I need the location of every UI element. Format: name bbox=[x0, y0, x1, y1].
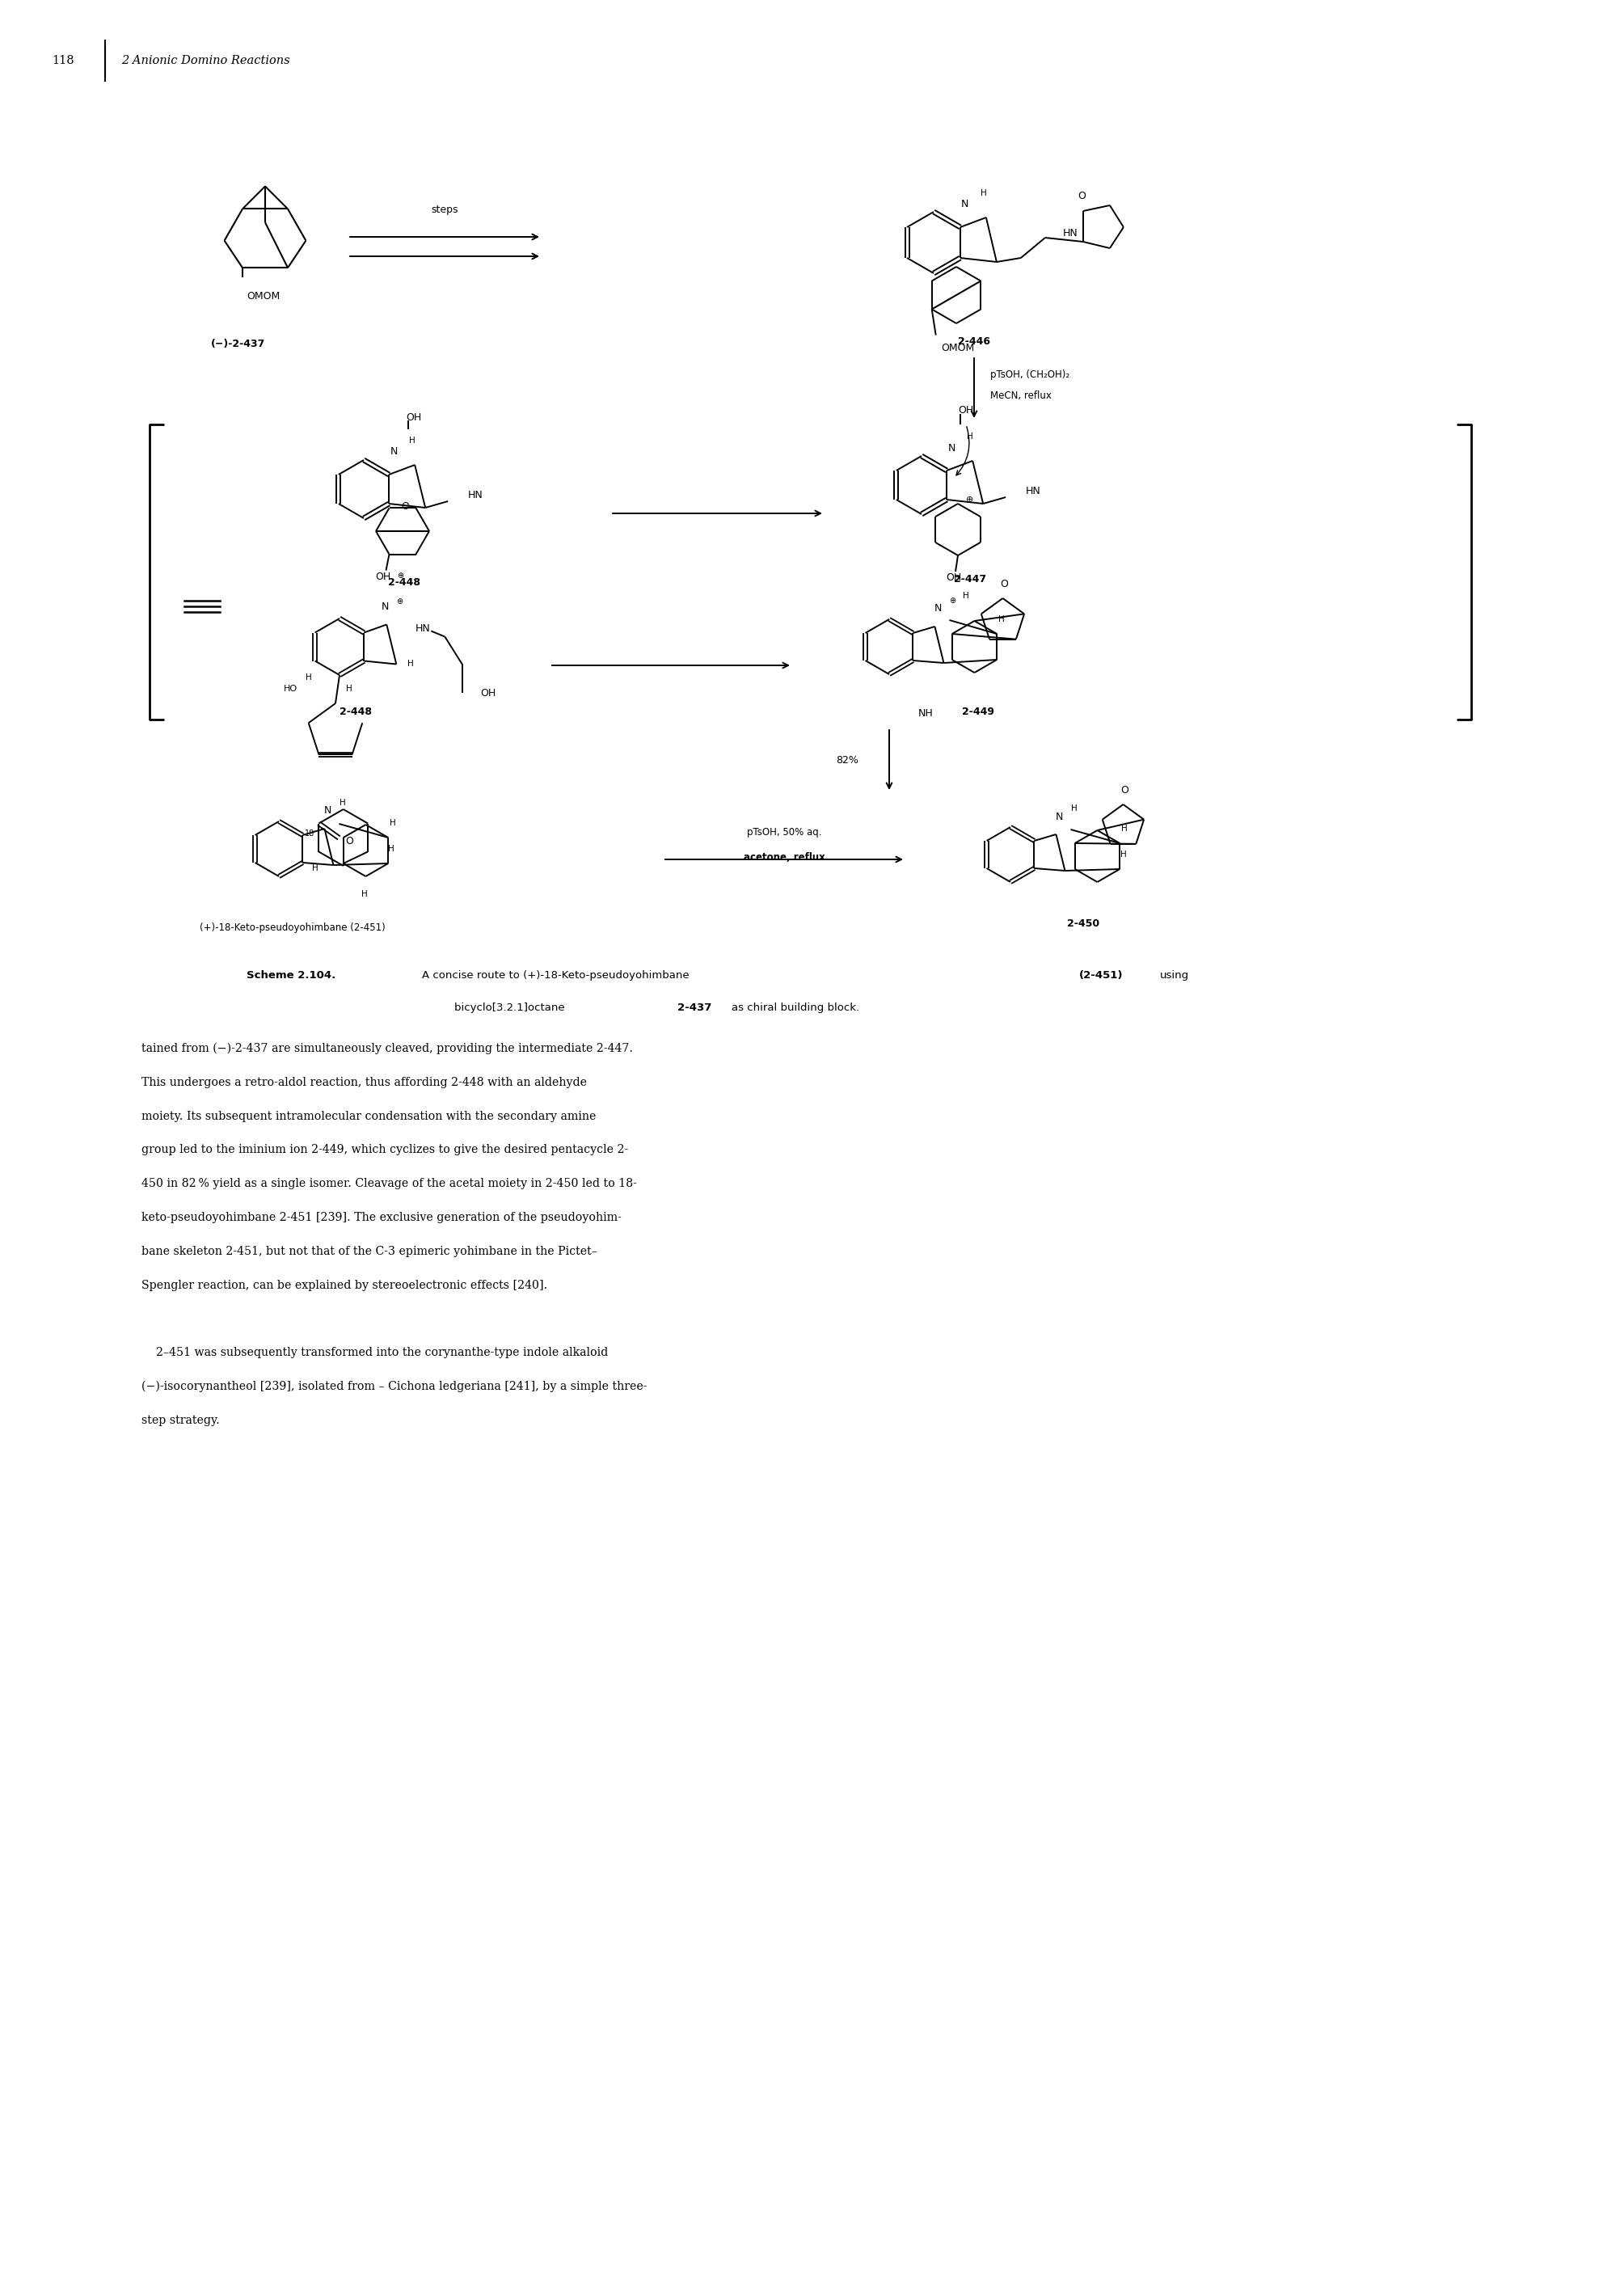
Text: acetone, reflux: acetone, reflux bbox=[744, 853, 825, 862]
Text: H: H bbox=[339, 800, 346, 807]
Text: (−)-2-437: (−)-2-437 bbox=[211, 339, 266, 348]
Text: OH: OH bbox=[406, 413, 422, 424]
Text: HO: HO bbox=[284, 685, 297, 692]
Text: bicyclo[3.2.1]octane: bicyclo[3.2.1]octane bbox=[455, 1002, 568, 1013]
Text: 2–451 was subsequently transformed into the corynanthe-type indole alkaloid: 2–451 was subsequently transformed into … bbox=[141, 1348, 607, 1359]
Text: OMOM: OMOM bbox=[942, 344, 974, 353]
Text: O: O bbox=[1121, 784, 1129, 795]
Text: H: H bbox=[409, 435, 416, 445]
Text: H: H bbox=[1121, 850, 1127, 860]
Text: HN: HN bbox=[1026, 486, 1041, 495]
Text: H: H bbox=[305, 674, 312, 681]
Text: H: H bbox=[999, 614, 1005, 623]
Text: 2-450: 2-450 bbox=[1067, 919, 1099, 928]
Text: N: N bbox=[390, 447, 398, 456]
Text: tained from (−)-2-437 are simultaneously cleaved, providing the intermediate 2-4: tained from (−)-2-437 are simultaneously… bbox=[141, 1043, 633, 1054]
Text: ⊕: ⊕ bbox=[398, 571, 404, 580]
Text: HN: HN bbox=[468, 490, 484, 500]
Text: (2-451): (2-451) bbox=[1080, 970, 1124, 981]
Text: group led to the iminium ion 2-449, which cyclizes to give the desired pentacycl: group led to the iminium ion 2-449, whic… bbox=[141, 1144, 628, 1155]
Text: HN: HN bbox=[1064, 229, 1078, 238]
Text: H: H bbox=[390, 818, 396, 827]
Text: H: H bbox=[966, 433, 973, 440]
Text: 18: 18 bbox=[305, 830, 315, 837]
Text: H: H bbox=[361, 889, 367, 898]
Text: H: H bbox=[312, 864, 318, 871]
Text: OMOM: OMOM bbox=[247, 291, 279, 300]
Text: OH: OH bbox=[947, 573, 961, 582]
Text: pTsOH, 50% aq.: pTsOH, 50% aq. bbox=[747, 827, 822, 839]
Text: (+)-18-Keto-pseudoyohimbane (2-451): (+)-18-Keto-pseudoyohimbane (2-451) bbox=[200, 921, 385, 933]
Text: HN: HN bbox=[416, 623, 430, 635]
Text: N: N bbox=[948, 442, 955, 454]
Text: 2-449: 2-449 bbox=[961, 706, 994, 717]
Text: 2-448: 2-448 bbox=[339, 706, 372, 717]
Text: OH: OH bbox=[958, 406, 974, 415]
Text: N: N bbox=[961, 199, 970, 211]
Text: A concise route to (+)-18-Keto-pseudoyohimbane: A concise route to (+)-18-Keto-pseudoyoh… bbox=[422, 970, 693, 981]
Text: H: H bbox=[346, 685, 352, 692]
Text: 2-448: 2-448 bbox=[388, 578, 421, 587]
Text: ⊕: ⊕ bbox=[950, 596, 957, 605]
Text: 2-447: 2-447 bbox=[953, 575, 986, 584]
Text: N: N bbox=[934, 603, 942, 614]
Text: keto-pseudoyohimbane 2-451 [239]. The exclusive generation of the pseudoyohim-: keto-pseudoyohimbane 2-451 [239]. The ex… bbox=[141, 1212, 622, 1224]
Text: Spengler reaction, can be explained by stereoelectronic effects [240].: Spengler reaction, can be explained by s… bbox=[141, 1279, 547, 1290]
Text: moiety. Its subsequent intramolecular condensation with the secondary amine: moiety. Its subsequent intramolecular co… bbox=[141, 1112, 596, 1121]
Text: 118: 118 bbox=[52, 55, 75, 66]
Text: H: H bbox=[408, 660, 414, 669]
Text: NH: NH bbox=[918, 708, 934, 717]
Text: H: H bbox=[1122, 825, 1127, 832]
Text: O: O bbox=[1000, 578, 1009, 589]
Text: ⊕: ⊕ bbox=[396, 598, 403, 605]
Text: O: O bbox=[401, 502, 409, 511]
Text: steps: steps bbox=[430, 204, 458, 215]
Text: step strategy.: step strategy. bbox=[141, 1414, 219, 1426]
Text: using: using bbox=[1160, 970, 1189, 981]
Text: 2-446: 2-446 bbox=[958, 337, 991, 346]
Text: (−)-isocorynantheol [239], isolated from – Cichona ledgeriana [241], by a simple: (−)-isocorynantheol [239], isolated from… bbox=[141, 1380, 646, 1394]
Text: bane skeleton 2-451, but not that of the C-3 epimeric yohimbane in the Pictet–: bane skeleton 2-451, but not that of the… bbox=[141, 1245, 598, 1256]
Text: Scheme 2.104.: Scheme 2.104. bbox=[247, 970, 336, 981]
Text: 82%: 82% bbox=[836, 754, 859, 766]
Text: H: H bbox=[981, 190, 987, 197]
Text: OH: OH bbox=[375, 571, 390, 582]
Text: pTsOH, (CH₂OH)₂: pTsOH, (CH₂OH)₂ bbox=[991, 369, 1070, 380]
Text: ⊕: ⊕ bbox=[966, 495, 974, 504]
Text: H: H bbox=[388, 846, 395, 853]
Text: N: N bbox=[323, 804, 331, 816]
Text: 450 in 82 % yield as a single isomer. Cleavage of the acetal moiety in 2-450 led: 450 in 82 % yield as a single isomer. Cl… bbox=[141, 1178, 637, 1190]
Text: 2 Anionic Domino Reactions: 2 Anionic Domino Reactions bbox=[122, 55, 291, 66]
Text: as chiral building block.: as chiral building block. bbox=[731, 1002, 859, 1013]
Text: N: N bbox=[1056, 811, 1064, 823]
Text: O: O bbox=[1077, 190, 1085, 202]
Text: 2-437: 2-437 bbox=[677, 1002, 711, 1013]
Text: H: H bbox=[963, 591, 968, 601]
Text: N: N bbox=[382, 601, 388, 612]
Text: O: O bbox=[346, 837, 354, 846]
Text: OH: OH bbox=[481, 688, 495, 699]
Text: H: H bbox=[1070, 804, 1077, 811]
Text: This undergoes a retro-aldol reaction, thus affording 2-448 with an aldehyde: This undergoes a retro-aldol reaction, t… bbox=[141, 1077, 586, 1089]
Text: MeCN, reflux: MeCN, reflux bbox=[991, 392, 1052, 401]
